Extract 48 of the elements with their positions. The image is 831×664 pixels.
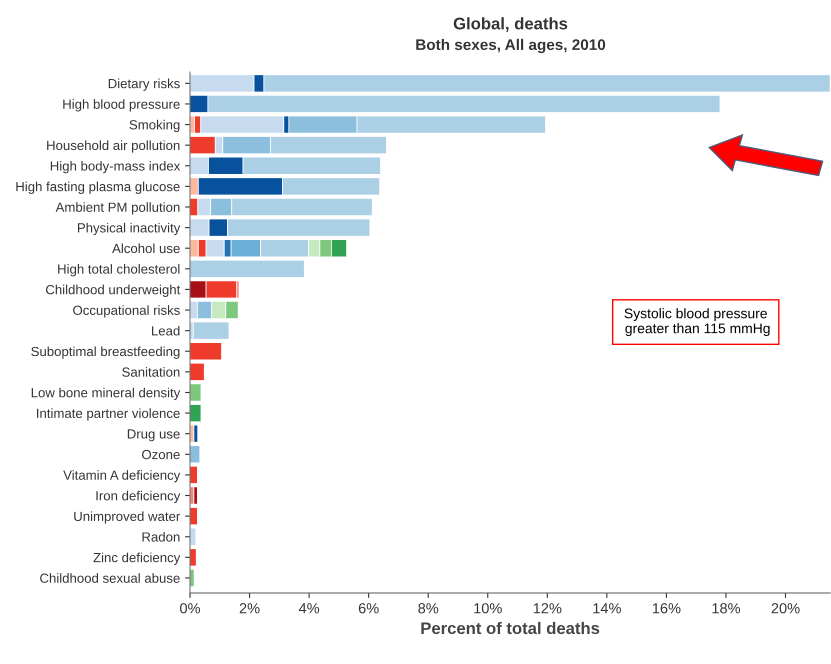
x-tick-label: 20% xyxy=(772,603,800,614)
x-tick-label: 14% xyxy=(593,603,621,614)
y-tick-label: Smoking xyxy=(130,120,180,132)
x-tick-label: 8% xyxy=(418,603,438,614)
y-tick-label: Ambient PM pollution xyxy=(56,202,180,215)
x-tick-label: 18% xyxy=(712,603,740,614)
annotation: Systolic blood pressure greater than 115 mmHg xyxy=(624,308,770,336)
y-tick-label: High total cholesterol xyxy=(58,264,180,276)
y-tick-label: Sanitation xyxy=(122,367,180,377)
bar xyxy=(190,362,205,381)
x-tick-label: 16% xyxy=(652,603,680,614)
y-tick-label: Ozone xyxy=(142,450,180,460)
chart-subtitle: Both sexes, All ages, 2010 xyxy=(416,38,606,54)
y-tick-label: Occupational risks xyxy=(73,305,180,318)
y-tick-label: Zinc deficiency xyxy=(93,552,180,565)
y-tick-label: Suboptimal breastfeeding xyxy=(31,346,180,359)
x-tick-label: 4% xyxy=(298,603,320,614)
bar xyxy=(190,507,198,526)
bar xyxy=(193,424,198,443)
y-tick-label: Household air pollution xyxy=(47,140,180,153)
x-tick-label: 0% xyxy=(180,603,200,614)
y-tick-label: Childhood sexual abuse xyxy=(40,573,180,583)
y-tick-label: Low bone mineral density xyxy=(32,388,180,400)
y-tick-label: Alcohol use xyxy=(112,243,180,254)
y-tick-label: High fasting plasma glucose xyxy=(16,182,180,194)
y-tick-label: Physical inactivity xyxy=(78,222,180,236)
y-tick-label: Vitamin A deficiency xyxy=(63,470,180,482)
y-tick-label: Drug use xyxy=(128,429,180,442)
x-tick-label: 6% xyxy=(358,603,379,614)
x-tick-label: 12% xyxy=(534,603,562,614)
y-tick-label: Iron deficiency xyxy=(96,490,180,504)
bar xyxy=(190,548,197,566)
y-tick-label: High body-mass index xyxy=(50,160,180,174)
bar xyxy=(190,466,198,484)
y-tick-label: Childhood underweight xyxy=(46,284,180,297)
bar xyxy=(190,528,196,546)
bar xyxy=(190,342,222,360)
y-tick-label: Lead xyxy=(152,326,180,336)
x-axis-title: Percent of total deaths xyxy=(421,622,600,634)
y-tick-label: Radon xyxy=(142,532,180,542)
bar xyxy=(193,486,198,505)
y-tick-label: Unimproved water xyxy=(74,511,180,524)
x-tick-label: 10% xyxy=(474,603,502,614)
y-tick-label: Intimate partner violence xyxy=(37,408,180,421)
y-tick-label: Dietary risks xyxy=(108,78,180,91)
chart-title: Global, deaths xyxy=(454,17,568,32)
x-tick-label: 2% xyxy=(240,603,260,614)
y-tick-label: High blood pressure xyxy=(63,99,180,112)
